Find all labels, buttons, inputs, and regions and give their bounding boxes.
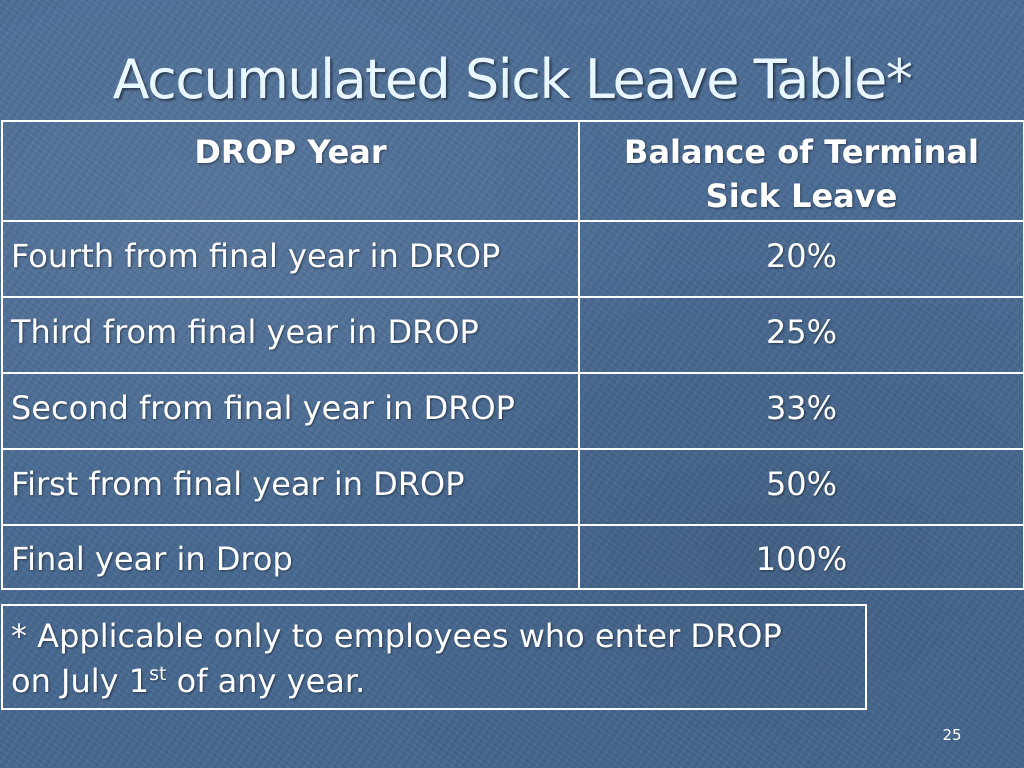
slide-number: 25: [942, 726, 962, 744]
drop-year-cell: Fourth from final year in DROP: [1, 220, 580, 298]
balance-cell: 50%: [578, 448, 1024, 526]
header-drop-year: DROP Year: [1, 120, 580, 222]
header-balance-terminal-sick-leave: Balance of Terminal Sick Leave: [578, 120, 1024, 222]
footnote-line-2-text: on July 1: [11, 662, 150, 700]
balance-cell: 25%: [578, 296, 1024, 374]
balance-cell: 100%: [578, 524, 1024, 590]
table-row: Second from final year in DROP 33%: [1, 372, 1024, 450]
drop-year-cell: Third from final year in DROP: [1, 296, 580, 374]
drop-year-cell: First from final year in DROP: [1, 448, 580, 526]
footnote-ordinal-suffix: st: [149, 663, 167, 685]
slide-title: Accumulated Sick Leave Table*: [112, 48, 913, 111]
table-row: Third from final year in DROP 25%: [1, 296, 1024, 374]
table-header-row: DROP Year Balance of Terminal Sick Leave: [1, 120, 1024, 222]
footnote-line-1: * Applicable only to employees who enter…: [11, 617, 782, 655]
balance-cell: 20%: [578, 220, 1024, 298]
table-row: Final year in Drop 100%: [1, 524, 1024, 590]
table-row: Fourth from final year in DROP 20%: [1, 220, 1024, 298]
footnote-line-2-tail: of any year.: [166, 662, 366, 700]
footnote-line-2: on July 1st of any year.: [11, 659, 857, 704]
drop-year-cell: Final year in Drop: [1, 524, 580, 590]
sick-leave-table: DROP Year Balance of Terminal Sick Leave…: [1, 120, 1024, 590]
balance-cell: 33%: [578, 372, 1024, 450]
table-row: First from final year in DROP 50%: [1, 448, 1024, 526]
drop-year-cell: Second from final year in DROP: [1, 372, 580, 450]
footnote-box: * Applicable only to employees who enter…: [1, 604, 867, 710]
